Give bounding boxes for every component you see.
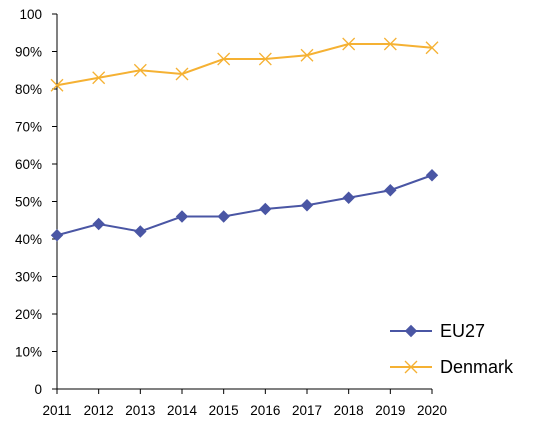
legend: EU27 Denmark	[390, 321, 514, 377]
eu27-point	[384, 184, 397, 197]
eu27-point	[300, 199, 314, 212]
y-tick-label: 60%	[15, 157, 42, 172]
legend-label: EU27	[440, 321, 485, 341]
x-tick-label: 2016	[250, 403, 280, 418]
y-tick-label: 50%	[15, 195, 42, 210]
y-tick-label: 40%	[15, 232, 42, 247]
denmark-point	[92, 71, 106, 85]
denmark-point	[425, 41, 439, 55]
x-tick-label: 2012	[84, 403, 114, 418]
legend-marker	[404, 360, 418, 374]
denmark-point	[217, 52, 231, 66]
denmark-point	[50, 78, 64, 92]
eu27-point	[259, 202, 272, 216]
legend-item-denmark: Denmark	[390, 357, 514, 377]
x-tick-label: 2018	[334, 403, 364, 418]
denmark-point	[258, 52, 272, 66]
denmark-point	[300, 48, 314, 62]
eu27-point	[175, 210, 189, 223]
legend-label: Denmark	[440, 357, 514, 377]
eu27-point	[342, 191, 355, 204]
y-tick-label: 30%	[15, 270, 42, 285]
y-tick-label: 100	[19, 7, 42, 22]
x-tick-label: 2013	[125, 403, 155, 418]
series-eu27	[50, 169, 439, 242]
eu27-point	[217, 210, 230, 223]
eu27-line	[56, 174, 433, 237]
x-tick-label: 2020	[417, 403, 447, 418]
y-tick-label: 70%	[15, 120, 42, 135]
eu27-point	[92, 217, 105, 231]
y-tick-label: 0	[34, 382, 42, 397]
axes	[52, 13, 433, 394]
series-layer	[50, 37, 439, 242]
y-tick-label: 10%	[15, 345, 42, 360]
legend-item-eu27: EU27	[390, 321, 485, 341]
denmark-point	[133, 63, 147, 77]
denmark-point	[342, 37, 356, 51]
eu27-point	[134, 225, 147, 238]
eu27-point	[425, 169, 439, 182]
y-tick-label: 90%	[15, 45, 42, 60]
x-tick-label: 2019	[375, 403, 405, 418]
x-tick-label: 2015	[209, 403, 239, 418]
legend-marker	[404, 324, 418, 338]
y-tick-labels: 0 10% 20% 30% 40% 50% 60% 70% 80% 90% 100	[15, 7, 42, 397]
x-tick-label: 2011	[42, 403, 71, 418]
denmark-point	[383, 37, 397, 51]
y-tick-label: 80%	[15, 82, 42, 97]
x-tick-label: 2017	[292, 403, 322, 418]
series-denmark	[50, 37, 439, 92]
eu27-point	[50, 229, 64, 242]
denmark-point	[175, 67, 189, 81]
denmark-line	[56, 43, 433, 87]
x-tick-labels: 2011 2012 2013 2014 2015 2016 2017 2018 2019 2020	[42, 403, 447, 418]
y-tick-label: 20%	[15, 307, 42, 322]
x-tick-label: 2014	[167, 403, 198, 418]
